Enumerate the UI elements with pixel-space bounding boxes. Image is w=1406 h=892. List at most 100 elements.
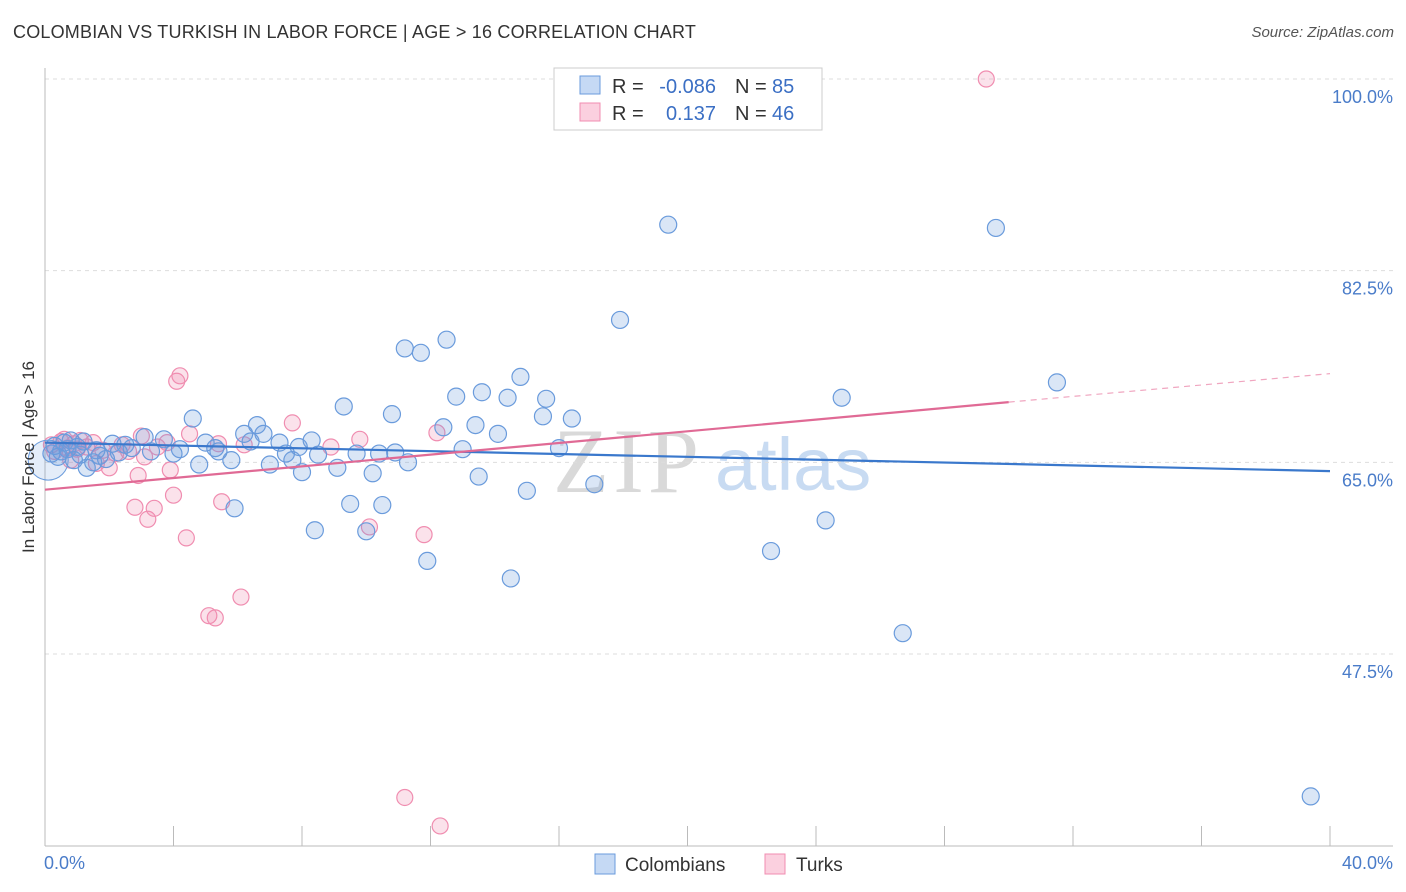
colombians-point-84 bbox=[1301, 787, 1320, 806]
turks-point-42 bbox=[415, 526, 433, 544]
legend-r-value-colombians: -0.086 bbox=[659, 76, 716, 98]
y-tick-label-1: 65.0% bbox=[1342, 470, 1393, 490]
colombians-point-78 bbox=[761, 541, 781, 561]
colombians-point-76 bbox=[610, 310, 630, 330]
legend-swatch-turks bbox=[579, 102, 601, 122]
legend-n-value-colombians: 85 bbox=[772, 76, 794, 98]
colombians-point-6 bbox=[61, 431, 80, 450]
turks-point-35 bbox=[232, 588, 250, 606]
trend-line-turks bbox=[44, 400, 1009, 491]
bottom-legend-swatch-colombians bbox=[594, 853, 616, 875]
colombians-point-48 bbox=[347, 444, 366, 463]
colombians-point-82 bbox=[986, 218, 1006, 238]
colombians-point-64 bbox=[469, 467, 488, 486]
turks-point-29 bbox=[177, 529, 195, 547]
trend-lines bbox=[44, 373, 1331, 491]
bottom-legend-label-turks: Turks bbox=[796, 855, 843, 876]
legend-swatch-colombians bbox=[579, 75, 601, 95]
legend-n-label-turks: N = bbox=[735, 103, 767, 125]
colombians-point-67 bbox=[498, 388, 517, 407]
colombians-point-43 bbox=[305, 521, 324, 540]
colombians-point-10 bbox=[74, 432, 93, 451]
turks-point-27 bbox=[168, 372, 186, 390]
legend-r-label-turks: R = bbox=[612, 103, 644, 125]
legend-r-value-turks: 0.137 bbox=[666, 103, 716, 125]
colombians-point-55 bbox=[395, 339, 414, 358]
trend-line-colombians bbox=[44, 441, 1331, 473]
bottom-legend-label-colombians: Colombians bbox=[625, 855, 725, 876]
turks-point-44 bbox=[431, 817, 449, 835]
correlation-legend: R = -0.086 N = 85 R = 0.137 N = 46 bbox=[553, 67, 823, 131]
y-tick-label-3: 100.0% bbox=[1332, 87, 1393, 107]
colombians-point-60 bbox=[437, 330, 456, 349]
x-tick-label-0: 0.0% bbox=[44, 853, 85, 873]
legend-r-label-colombians: R = bbox=[612, 76, 644, 98]
turks-point-31 bbox=[200, 607, 218, 625]
colombians-point-77 bbox=[659, 215, 678, 234]
colombians-point-70 bbox=[517, 481, 536, 500]
colombians-point-41 bbox=[292, 463, 312, 482]
turks-point-39 bbox=[351, 430, 369, 448]
turks-point-22 bbox=[145, 499, 163, 517]
colombians-point-74 bbox=[562, 409, 581, 428]
turks-point-45 bbox=[977, 70, 995, 88]
colombians-point-52 bbox=[373, 495, 392, 515]
turks-point-32 bbox=[206, 609, 224, 627]
chart-title: COLOMBIAN VS TURKISH IN LABOR FORCE | AG… bbox=[13, 22, 697, 42]
colombians-point-53 bbox=[382, 405, 402, 424]
turks-point-41 bbox=[396, 788, 414, 807]
colombians-point-47 bbox=[341, 494, 360, 514]
colombians-point-81 bbox=[893, 624, 912, 643]
turks-point-30 bbox=[180, 425, 199, 443]
turks-point-18 bbox=[129, 466, 147, 485]
trend-line-turks-extension bbox=[1008, 373, 1331, 403]
colombians-point-50 bbox=[363, 464, 382, 483]
colombians-point-28 bbox=[206, 438, 225, 458]
colombians-point-65 bbox=[472, 383, 491, 402]
colombians-point-49 bbox=[357, 522, 376, 541]
turks-point-25 bbox=[161, 461, 179, 479]
turks-point-37 bbox=[283, 414, 301, 432]
tick-labels: 47.5% 65.0% 82.5% 100.0% 0.0% 40.0% bbox=[44, 87, 1393, 873]
colombians-point-71 bbox=[533, 407, 553, 426]
colombians-point-31 bbox=[225, 499, 244, 518]
source-credit: Source: ZipAtlas.com bbox=[1251, 24, 1394, 41]
colombians-point-21 bbox=[141, 442, 161, 461]
turks-point-21 bbox=[139, 510, 157, 528]
colombians-point-62 bbox=[453, 440, 472, 459]
bottom-legend-swatch-turks bbox=[764, 853, 786, 875]
colombians-point-83 bbox=[1047, 373, 1067, 392]
colombians-point-75 bbox=[585, 475, 604, 494]
colombians-point-72 bbox=[537, 389, 556, 408]
series-legend: Colombians Turks bbox=[594, 853, 843, 876]
colombians-point-79 bbox=[816, 511, 835, 530]
watermark-atlas: atlas bbox=[715, 423, 871, 506]
colombians-point-44 bbox=[308, 445, 328, 464]
y-tick-label-2: 82.5% bbox=[1342, 279, 1393, 299]
colombians-point-30 bbox=[222, 451, 241, 470]
watermark-zip: ZIP bbox=[553, 410, 703, 512]
colombians-point-69 bbox=[511, 367, 530, 387]
colombians-point-24 bbox=[170, 440, 190, 459]
colombians-point-59 bbox=[434, 418, 453, 437]
colombians-point-63 bbox=[466, 415, 485, 435]
colombians-point-68 bbox=[501, 569, 520, 588]
colombians-point-61 bbox=[447, 387, 466, 406]
gridlines bbox=[45, 78, 1393, 655]
colombians-point-46 bbox=[334, 397, 353, 416]
y-tick-label-0: 47.5% bbox=[1342, 662, 1393, 682]
turks-point-28 bbox=[171, 367, 189, 385]
legend-n-label-colombians: N = bbox=[735, 76, 767, 98]
x-tick-label-1: 40.0% bbox=[1342, 853, 1393, 873]
colombians-point-22 bbox=[154, 430, 173, 449]
colombians-point-58 bbox=[418, 551, 437, 571]
axes bbox=[44, 68, 1393, 847]
legend-n-value-turks: 46 bbox=[772, 103, 794, 125]
turks-point-26 bbox=[164, 486, 183, 504]
series-colombians-points bbox=[27, 215, 1320, 806]
colombians-point-25 bbox=[183, 409, 202, 428]
colombians-point-66 bbox=[488, 424, 508, 443]
colombians-point-80 bbox=[832, 388, 851, 407]
colombians-point-35 bbox=[254, 424, 273, 443]
